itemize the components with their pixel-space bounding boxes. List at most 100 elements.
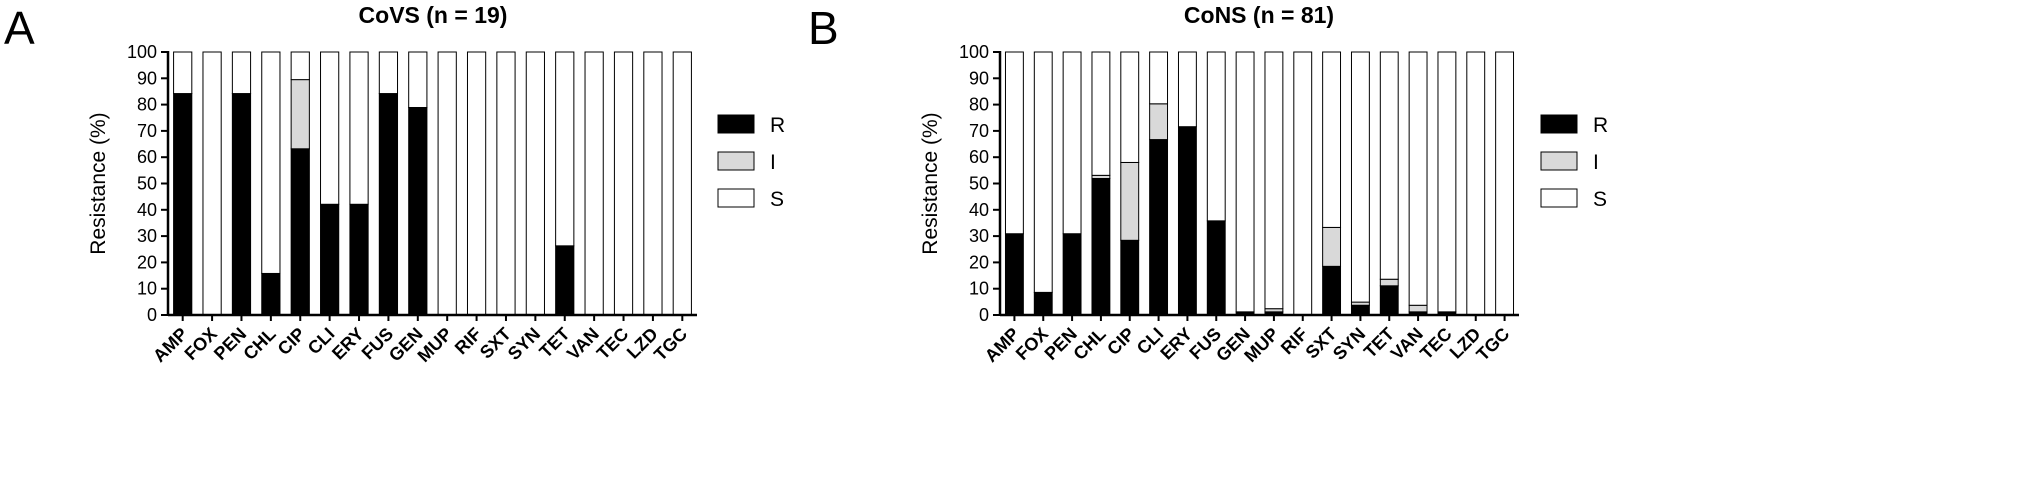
y-tick-label-90: 90 [969,68,989,88]
bar-pen-s [231,51,252,95]
bar-fus-r [1206,220,1226,316]
legend-swatch-r [1540,114,1578,134]
bar-rif-s [1293,51,1313,316]
bar-sxt-s [1322,51,1342,228]
bar-tgc-s [672,51,692,316]
bar-pen-s [1062,51,1082,235]
bar-gen-s [1235,51,1255,313]
y-axis-label: Resistance (%) [87,112,110,254]
y-tick-label-10: 10 [137,279,157,299]
bar-sxt-s [496,51,516,316]
legend-swatch-r [717,114,755,134]
bar-cli-r [1149,139,1169,316]
bar-van-s [1408,51,1428,306]
bar-cip-i [290,79,310,150]
bar-mup-s [1264,51,1284,310]
x-tick-label-cip: CIP [274,324,309,359]
bar-van-s [584,51,604,316]
y-axis-label: Resistance (%) [919,112,942,254]
bar-chl-r [1091,178,1111,316]
bar-fus-r [378,93,399,316]
chart-title: CoNS (n = 81) [1184,2,1334,28]
bar-cli-s [1149,51,1169,105]
bar-cli-s [320,51,340,205]
bar-syn-s [1350,51,1370,303]
x-tick-label-sxt: SXT [476,324,515,363]
bar-tet-r [1379,285,1399,316]
y-tick-label-70: 70 [137,121,157,141]
bar-tet-s [555,51,575,247]
y-tick-label-40: 40 [969,200,989,220]
chart-title: CoVS (n = 19) [359,2,508,28]
x-tick-label-mup: MUP [414,324,456,366]
bar-mup-s [437,51,457,316]
bar-amp-s [173,51,193,95]
bar-cip-s [290,51,310,81]
bar-tec-s [1437,51,1457,313]
x-tick-label-tgc: TGC [650,324,691,365]
bar-lzd-s [1466,51,1486,316]
x-tick-label-cip: CIP [1103,324,1138,359]
y-tick-label-10: 10 [969,279,989,299]
legend-swatch-s [1540,188,1578,208]
bar-tet-s [1379,51,1399,280]
chart-panel-b: B CoNS (n = 81)Resistance (%)AMPFOXPENCHL… [808,2,1608,366]
legend-label-i: I [770,151,776,174]
bar-cip-r [1120,239,1140,316]
chart-panel-a: A CoVS (n = 19)Resistance (%)AMPFOXPENCHL… [4,2,785,366]
legend-label-r: R [1593,114,1608,137]
bar-cip-i [1120,161,1140,241]
bar-pen-r [1062,233,1082,316]
bar-pen-r [231,93,252,316]
bar-fus-s [378,51,399,95]
bar-cli-i [1149,103,1169,141]
panel-letter: B [808,2,839,54]
bar-fus-s [1206,51,1226,222]
bar-gen-r [408,106,428,316]
y-tick-label-50: 50 [969,174,989,194]
bar-cip-s [1120,51,1140,163]
y-tick-label-70: 70 [969,121,989,141]
x-tick-label-tgc: TGC [1472,324,1513,365]
bar-sxt-i [1322,226,1342,267]
y-tick-label-0: 0 [979,305,989,325]
y-tick-label-30: 30 [969,226,989,246]
legend-label-i: I [1593,151,1599,174]
legend-label-s: S [1593,188,1607,211]
y-tick-label-60: 60 [137,147,157,167]
bar-amp-r [1004,233,1024,316]
bar-syn-r [1350,304,1370,316]
y-tick-label-40: 40 [137,200,157,220]
bar-syn-s [525,51,545,316]
bar-chl-s [261,51,281,274]
y-tick-label-20: 20 [969,252,989,272]
bar-rif-s [466,51,487,316]
legend-label-r: R [770,114,785,137]
bar-amp-s [1004,51,1024,235]
y-tick-label-0: 0 [147,305,157,325]
bar-ery-s [1177,51,1197,128]
panel-letter: A [4,2,35,54]
bar-amp-r [173,93,193,316]
bar-cli-r [320,203,340,316]
bar-ery-r [349,203,369,316]
bar-lzd-s [643,51,663,316]
bar-tet-i [1379,278,1399,287]
legend-swatch-s [717,188,755,208]
bar-tgc-s [1495,51,1515,316]
bar-gen-s [408,51,428,108]
bar-fox-s [202,51,222,316]
bar-tet-r [555,245,575,316]
y-tick-label-30: 30 [137,226,157,246]
bar-chl-r [261,272,281,316]
y-tick-label-100: 100 [959,42,989,62]
x-tick-label-tet: TET [535,324,573,362]
bar-fox-r [1033,291,1053,316]
bar-cip-r [290,148,310,316]
y-tick-label-50: 50 [137,174,157,194]
y-tick-label-80: 80 [137,95,157,115]
y-tick-label-20: 20 [137,252,157,272]
y-tick-label-90: 90 [137,68,157,88]
